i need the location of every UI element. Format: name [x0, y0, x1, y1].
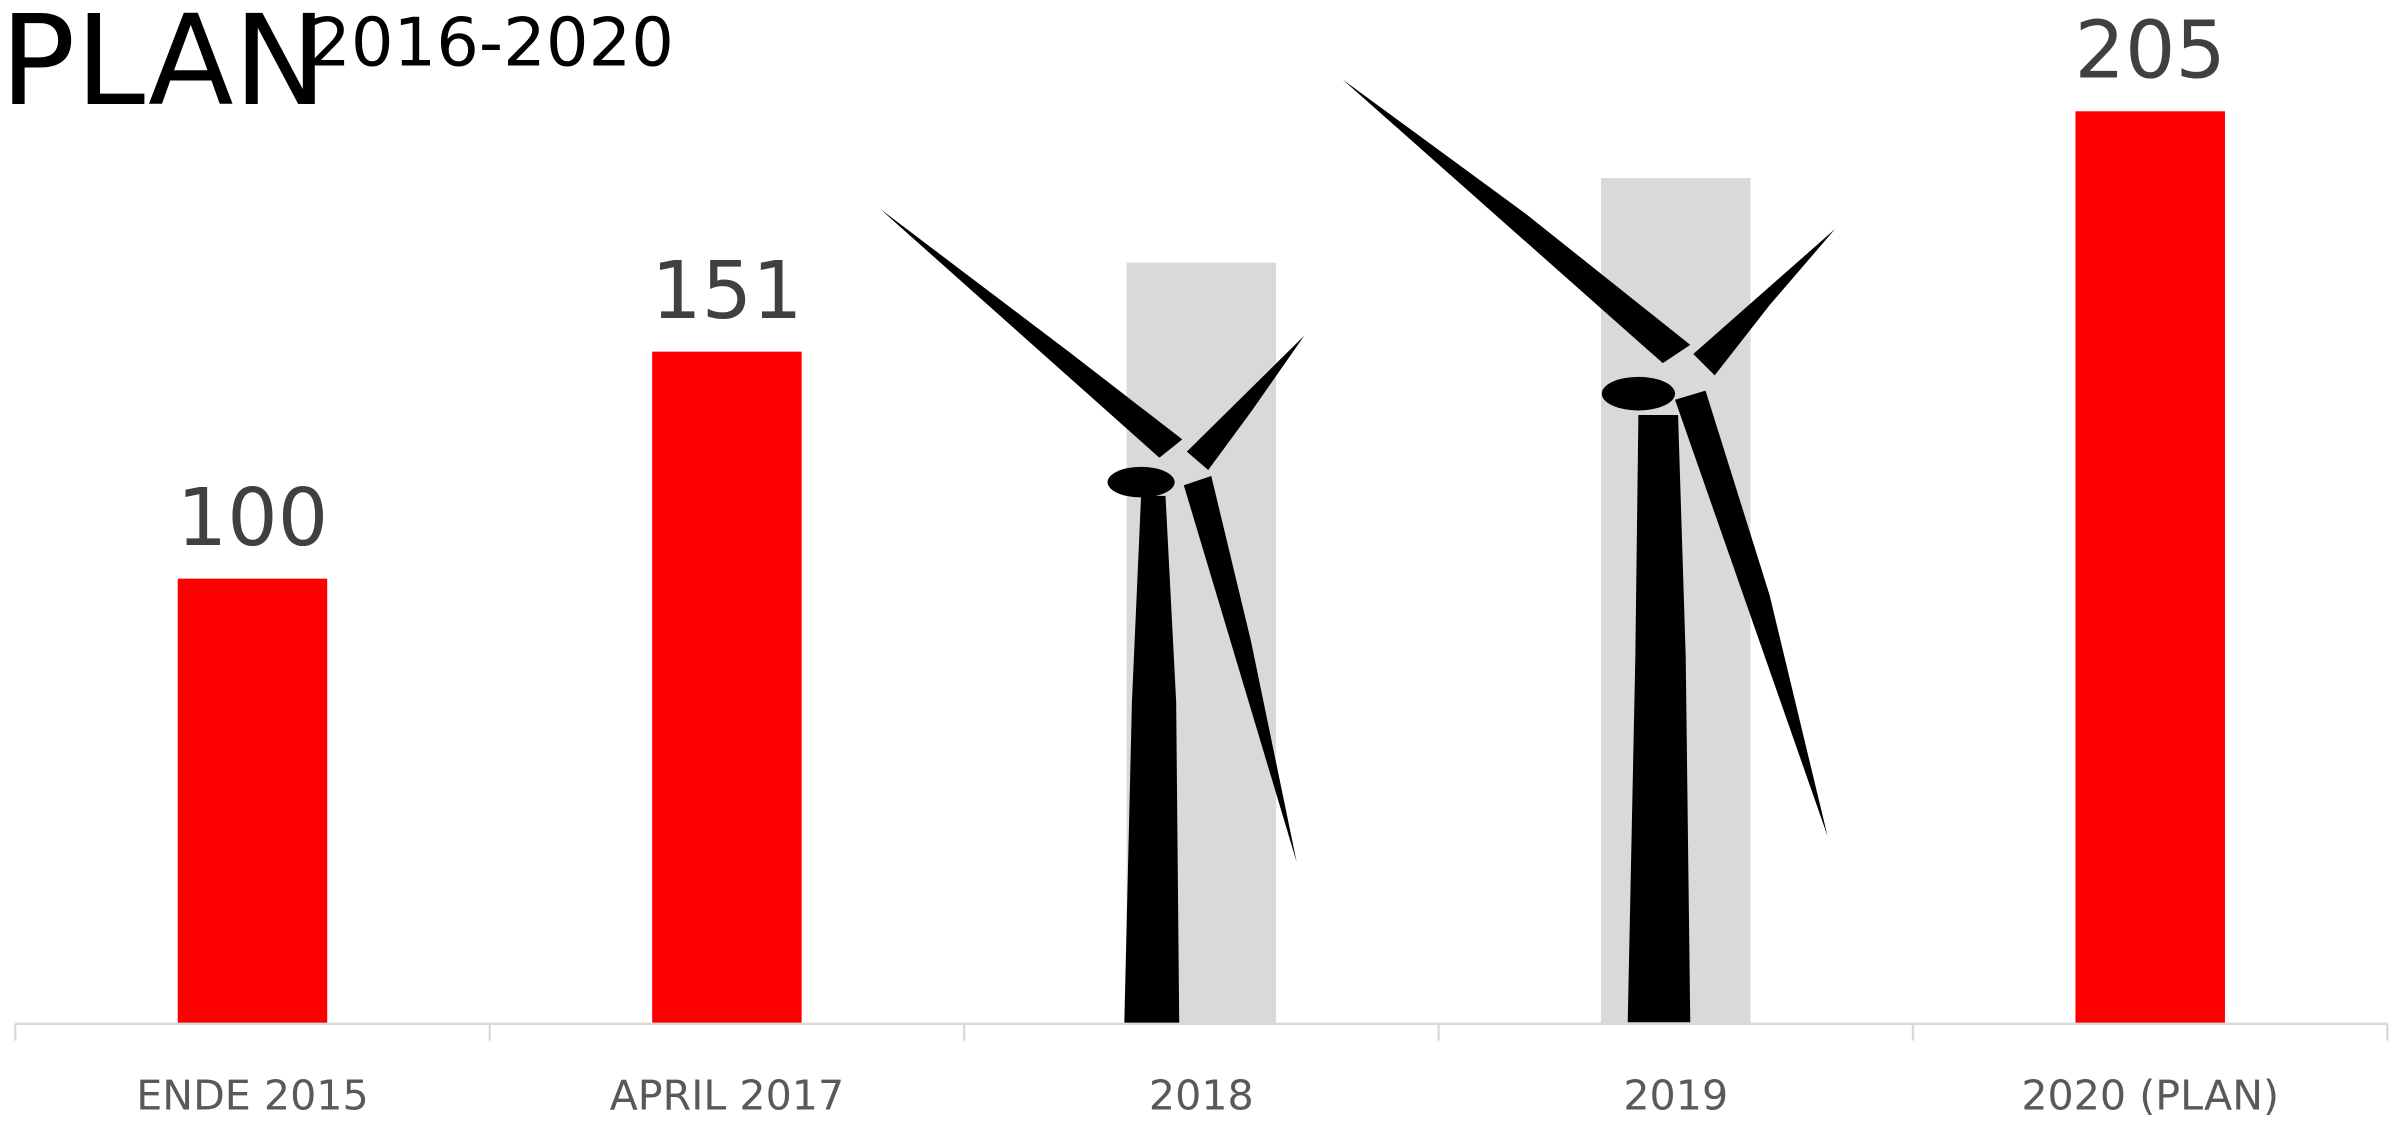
chart-title: PLAN — [0, 0, 327, 134]
x-tick-label: 2018 — [1149, 1071, 1254, 1119]
wind-turbine — [1342, 79, 1836, 1023]
x-axis: ENDE 2015 APRIL 2017 2018 2019 2020 (PLAN) — [14, 1022, 2389, 1119]
bar — [2075, 111, 2225, 1024]
data-label: 151 — [651, 244, 802, 337]
bars — [177, 111, 2225, 1024]
data-label: 100 — [177, 471, 328, 564]
x-tick-label: 2019 — [1623, 1071, 1728, 1119]
chart-subtitle: 2016-2020 — [308, 4, 674, 82]
bar — [177, 578, 328, 1024]
x-tick-label: APRIL 2017 — [610, 1071, 845, 1119]
bar — [652, 351, 802, 1024]
x-tick-label: 2020 (PLAN) — [2021, 1071, 2279, 1119]
x-tick-label: ENDE 2015 — [136, 1071, 368, 1119]
data-label: 205 — [2075, 4, 2226, 97]
wind-turbine — [880, 209, 1305, 1024]
